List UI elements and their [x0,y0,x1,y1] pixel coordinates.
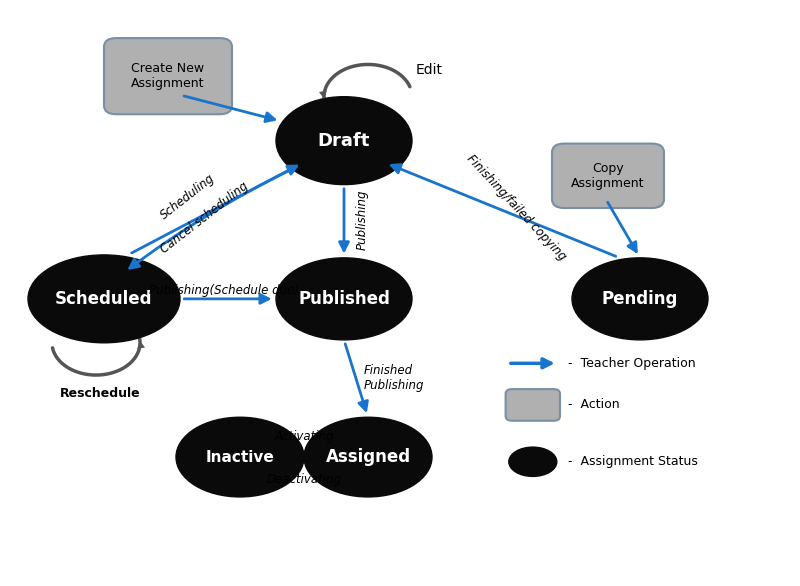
Text: Edit: Edit [416,63,443,77]
Text: Copy
Assignment: Copy Assignment [571,162,645,190]
FancyBboxPatch shape [506,389,560,421]
Text: Create New
Assignment: Create New Assignment [131,62,205,90]
Ellipse shape [304,417,432,497]
Ellipse shape [176,417,304,497]
Ellipse shape [509,447,557,476]
Ellipse shape [276,258,412,340]
Text: Scheduling: Scheduling [158,171,218,222]
Text: Deactivating: Deactivating [266,473,342,486]
Text: Finished
Publishing: Finished Publishing [364,364,425,392]
Text: -  Assignment Status: - Assignment Status [568,455,698,468]
Ellipse shape [28,255,180,343]
Text: Published: Published [298,290,390,308]
Ellipse shape [276,97,412,185]
Ellipse shape [572,258,708,340]
Text: Reschedule: Reschedule [60,387,140,400]
Text: Publishing(Schedule due): Publishing(Schedule due) [149,284,299,297]
Text: Inactive: Inactive [206,449,274,465]
Text: -  Teacher Operation: - Teacher Operation [568,357,696,370]
Text: Cancel scheduling: Cancel scheduling [158,180,250,256]
Text: -  Action: - Action [568,398,620,411]
FancyBboxPatch shape [104,38,232,114]
Text: Finishing/failed copying: Finishing/failed copying [464,152,568,264]
Text: Pending: Pending [602,290,678,308]
Text: Scheduled: Scheduled [55,290,153,308]
Text: Draft: Draft [318,132,370,149]
Text: Publishing: Publishing [356,189,369,250]
Text: Assigned: Assigned [326,448,410,466]
Text: Activating: Activating [274,430,334,443]
FancyBboxPatch shape [552,144,664,208]
